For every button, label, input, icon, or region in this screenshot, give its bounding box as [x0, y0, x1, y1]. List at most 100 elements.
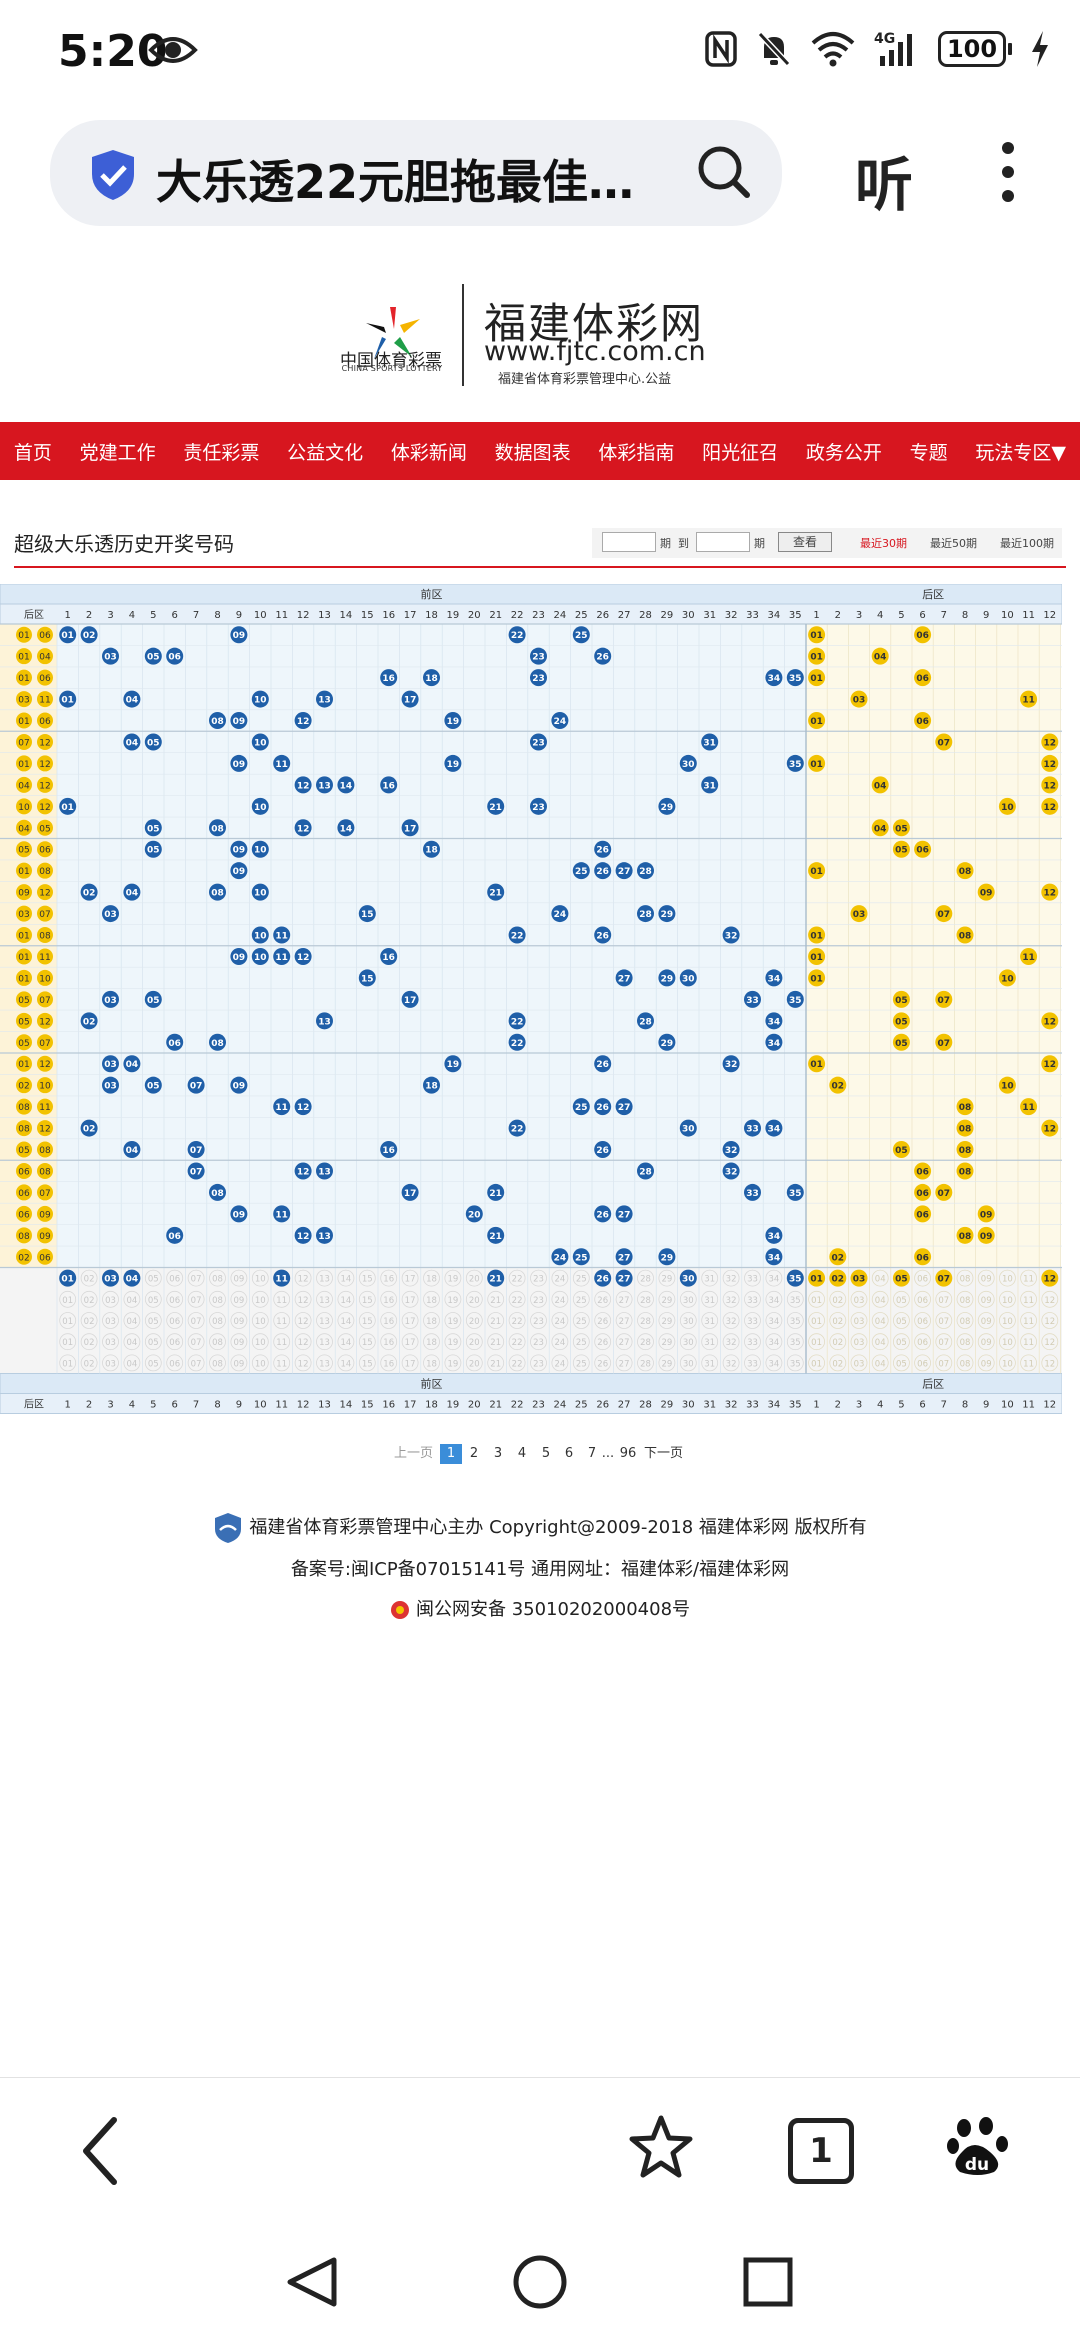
- period-back-num: 10: [18, 803, 30, 813]
- listen-button[interactable]: 听: [855, 151, 914, 219]
- baidu-paw-icon[interactable]: du: [946, 2116, 1010, 2180]
- front-ball-num: 06: [168, 653, 181, 663]
- front-ball-num: 13: [318, 1167, 331, 1177]
- back-col-header: 5: [898, 610, 904, 621]
- front-ball: [594, 647, 612, 665]
- footer-police-record[interactable]: 闽公网安备 35010202000408号: [415, 1599, 691, 1620]
- page-link-96[interactable]: 96: [619, 1446, 637, 1461]
- front-ball-num: 13: [318, 696, 331, 706]
- recent-30-link[interactable]: 最近30期: [860, 537, 907, 550]
- back-ball-num: 08: [959, 1232, 972, 1242]
- period-back-num: 07: [39, 996, 50, 1006]
- nav-item-home[interactable]: 首页: [13, 441, 52, 464]
- nav-item-gov[interactable]: 政务公开: [805, 441, 882, 464]
- stat-empty-ball: [166, 1333, 184, 1351]
- front-ball-num: 17: [404, 996, 417, 1006]
- page-link-2[interactable]: 2: [469, 1446, 479, 1461]
- back-col-header: 4: [877, 610, 883, 621]
- tab-title[interactable]: 大乐透22元胆拖最佳…: [156, 155, 635, 209]
- back-ball-num: 07: [938, 1039, 951, 1049]
- page-link-3[interactable]: 3: [493, 1446, 503, 1461]
- start-period-input[interactable]: [602, 532, 656, 552]
- period-back-ball: [16, 991, 32, 1008]
- stat-empty-ball: [59, 1354, 77, 1372]
- back-ball-num: 08: [959, 1146, 972, 1156]
- system-recents-icon[interactable]: [742, 2256, 794, 2308]
- front-ball: [508, 1119, 526, 1137]
- footer-line-2: 备案号:闽ICP备07015141号 通用网址：福建体彩/福建体彩网: [290, 1559, 790, 1580]
- page-link-1[interactable]: 1: [440, 1444, 462, 1464]
- nav-item-charts[interactable]: 数据图表: [494, 441, 571, 464]
- bookmark-star-icon[interactable]: [628, 2114, 694, 2180]
- stat-empty-num: 08: [212, 1317, 223, 1327]
- nav-item-responsible[interactable]: 责任彩票: [183, 441, 260, 464]
- next-page-link[interactable]: 下一页: [644, 1446, 684, 1461]
- nav-item-games[interactable]: 玩法专区▼: [975, 441, 1066, 464]
- stat-empty-ball: [935, 1290, 953, 1308]
- eye-icon: [148, 37, 198, 63]
- nav-item-culture[interactable]: 公益文化: [287, 441, 364, 464]
- stat-empty-num: 06: [917, 1317, 928, 1327]
- system-home-icon[interactable]: [512, 2254, 568, 2310]
- front-col-header: 3: [107, 1400, 113, 1411]
- nav-item-party[interactable]: 党建工作: [79, 441, 156, 464]
- stat-empty-ball: [999, 1290, 1016, 1308]
- nav-item-recruit[interactable]: 阳光征召: [702, 441, 779, 464]
- front-ball: [786, 669, 804, 687]
- nav-item-guide[interactable]: 体彩指南: [598, 441, 675, 464]
- front-ball-num: 09: [233, 953, 246, 963]
- front-ball: [166, 1033, 184, 1051]
- stat-empty-num: 23: [533, 1338, 544, 1348]
- front-ball: [380, 1141, 398, 1159]
- page-link-6[interactable]: 6: [564, 1446, 574, 1461]
- back-arrow-icon[interactable]: [80, 2116, 120, 2186]
- page-link-5[interactable]: 5: [541, 1446, 551, 1461]
- site-name[interactable]: 福建体彩网: [484, 299, 705, 348]
- stat-empty-ball: [530, 1312, 547, 1329]
- stat-empty-num: 06: [169, 1359, 180, 1369]
- page-link-4[interactable]: 4: [517, 1446, 527, 1461]
- stat-empty-ball: [850, 1333, 868, 1351]
- back-ball-num: 01: [810, 631, 823, 641]
- recent-50-link[interactable]: 最近50期: [930, 537, 977, 550]
- front-ball-num: 27: [618, 1103, 631, 1113]
- front-ball-num: 11: [275, 932, 288, 942]
- back-ball-num: 05: [895, 1146, 908, 1156]
- stat-empty-num: 27: [619, 1338, 630, 1348]
- stat-empty-num: 32: [726, 1296, 737, 1306]
- stat-empty-num: 25: [576, 1296, 587, 1306]
- stat-empty-num: 14: [340, 1296, 351, 1306]
- stat-empty-num: 22: [512, 1317, 523, 1327]
- front-col-header: 8: [214, 1400, 220, 1411]
- front-ball: [572, 626, 590, 644]
- nav-item-news[interactable]: 体彩新闻: [390, 441, 467, 464]
- address-bar[interactable]: [50, 120, 782, 226]
- stat-empty-num: 17: [405, 1338, 416, 1348]
- prev-page-link[interactable]: 上一页: [394, 1446, 434, 1461]
- period-back-num: 04: [18, 781, 30, 791]
- period-back-num: 01: [18, 760, 29, 770]
- system-back-icon[interactable]: [284, 2254, 340, 2310]
- front-ball: [251, 733, 269, 751]
- stat-empty-num: 02: [832, 1359, 843, 1369]
- more-vert-icon[interactable]: [996, 140, 1020, 204]
- stat-empty-num: 03: [854, 1338, 865, 1348]
- front-col-header: 21: [489, 610, 502, 621]
- recent-100-link[interactable]: 最近100期: [1000, 537, 1054, 550]
- end-period-input[interactable]: [696, 532, 750, 552]
- stat-empty-num: 13: [319, 1359, 330, 1369]
- view-button[interactable]: 查看: [778, 532, 832, 552]
- stat-empty-ball: [530, 1333, 547, 1351]
- search-icon[interactable]: [694, 142, 754, 202]
- front-ball: [701, 733, 719, 751]
- stat-empty-num: 08: [212, 1338, 223, 1348]
- page-link-7[interactable]: 7: [587, 1446, 597, 1461]
- front-ball: [230, 862, 248, 880]
- period-back-num: 06: [18, 1167, 30, 1177]
- stat-empty-ball: [251, 1333, 269, 1351]
- stat-empty-num: 16: [383, 1338, 394, 1348]
- nav-item-topics[interactable]: 专题: [909, 441, 948, 464]
- tabs-count-button[interactable]: 1: [788, 2118, 854, 2184]
- front-ball-num: 34: [768, 674, 781, 684]
- period-back-num: 01: [18, 867, 29, 877]
